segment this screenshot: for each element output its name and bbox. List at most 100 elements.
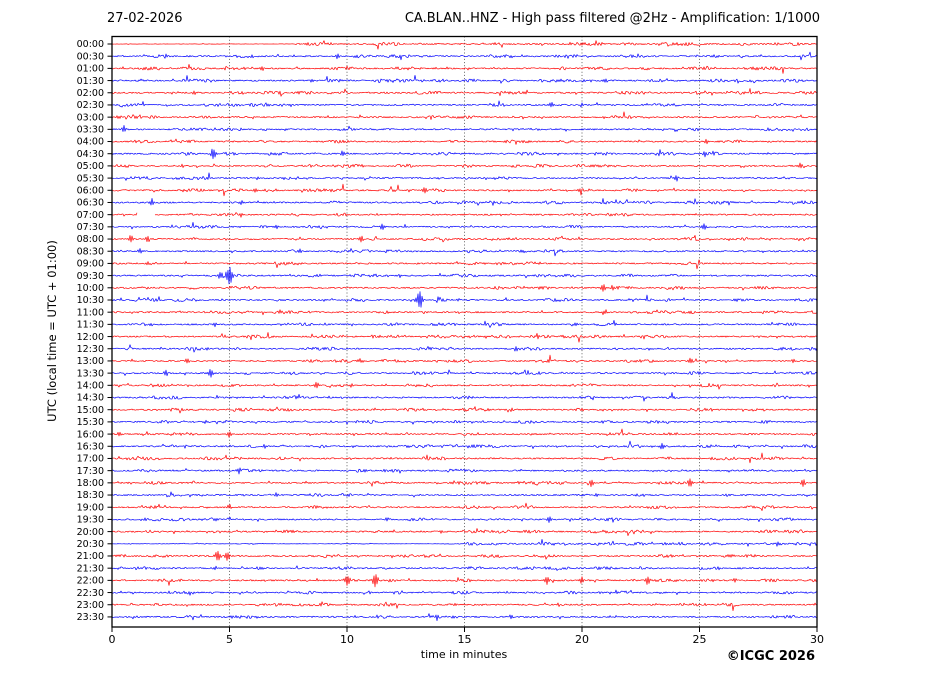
trace-row-11:30 xyxy=(111,319,818,328)
y-tick-label: 05:00 xyxy=(77,161,104,172)
y-tick-label: 12:00 xyxy=(77,332,104,343)
chart-title: CA.BLAN..HNZ - High pass filtered @2Hz -… xyxy=(404,11,820,26)
y-tick-label: 06:30 xyxy=(77,198,104,209)
y-tick-label: 11:00 xyxy=(77,307,104,318)
trace-row-19:30 xyxy=(111,516,818,523)
y-tick-label: 17:00 xyxy=(77,454,104,465)
trace-row-00:30 xyxy=(111,51,818,61)
trace-row-17:30 xyxy=(111,467,818,475)
x-tick-label: 15 xyxy=(458,633,472,646)
trace-row-05:30 xyxy=(111,172,818,182)
trace-row-23:30 xyxy=(111,613,818,622)
y-tick-label: 20:00 xyxy=(77,527,104,538)
trace-row-16:30 xyxy=(111,440,818,450)
trace-row-09:30 xyxy=(111,266,818,285)
trace-row-08:00 xyxy=(111,235,818,243)
trace-row-09:00 xyxy=(111,259,818,270)
y-tick-label: 15:30 xyxy=(77,417,104,428)
trace-row-04:30 xyxy=(111,148,818,160)
trace-row-12:30 xyxy=(111,344,818,353)
trace-row-02:30 xyxy=(111,100,818,108)
x-tick-label: 10 xyxy=(340,633,354,646)
y-tick-label: 10:30 xyxy=(77,295,104,306)
y-tick-label: 20:30 xyxy=(77,539,104,550)
trace-row-06:00 xyxy=(111,183,818,197)
trace-row-10:30 xyxy=(111,291,818,308)
trace-row-21:30 xyxy=(111,565,818,571)
x-tick-label: 30 xyxy=(810,633,824,646)
y-tick-label: 03:00 xyxy=(77,112,104,123)
y-tick-label: 13:30 xyxy=(77,368,104,379)
trace-row-16:00 xyxy=(111,428,818,438)
y-tick-label: 01:30 xyxy=(77,76,104,87)
x-axis-label: time in minutes xyxy=(420,648,508,661)
trace-row-22:30 xyxy=(111,589,818,596)
y-tick-label: 17:30 xyxy=(77,466,104,477)
y-tick-label: 09:00 xyxy=(77,259,104,270)
y-tick-label: 06:00 xyxy=(77,185,104,196)
x-tick-label: 25 xyxy=(693,633,707,646)
copyright-label: ©ICGC 2026 xyxy=(726,649,815,664)
y-tick-label: 19:30 xyxy=(77,515,104,526)
y-tick-label: 16:30 xyxy=(77,441,104,452)
trace-row-11:00 xyxy=(111,309,818,316)
trace-row-15:30 xyxy=(111,419,818,425)
trace-row-01:30 xyxy=(111,74,818,84)
trace-row-10:00 xyxy=(111,284,818,292)
y-tick-label: 07:00 xyxy=(77,210,104,221)
y-tick-label: 08:30 xyxy=(77,246,104,257)
y-tick-label: 02:00 xyxy=(77,88,104,99)
trace-row-12:00 xyxy=(111,332,818,343)
y-tick-label: 03:30 xyxy=(77,125,104,136)
trace-row-15:00 xyxy=(111,406,818,414)
y-tick-label: 21:00 xyxy=(77,551,104,562)
trace-row-01:00 xyxy=(111,64,818,74)
trace-row-00:00 xyxy=(111,40,818,50)
trace-row-17:00 xyxy=(111,452,817,464)
y-axis-label: UTC (local time = UTC + 01:00) xyxy=(45,240,59,422)
y-tick-label: 04:30 xyxy=(77,149,104,160)
trace-row-18:00 xyxy=(111,478,818,488)
y-tick-label: 05:30 xyxy=(77,173,104,184)
y-tick-label: 07:30 xyxy=(77,222,104,233)
y-tick-label: 23:30 xyxy=(77,612,104,623)
y-tick-label: 08:00 xyxy=(77,234,104,245)
date-label: 27-02-2026 xyxy=(107,11,183,26)
y-tick-label: 21:30 xyxy=(77,563,104,574)
y-tick-label: 22:30 xyxy=(77,588,104,599)
y-tick-label: 00:30 xyxy=(77,51,104,62)
trace-row-14:30 xyxy=(111,392,818,402)
y-tick-label: 04:00 xyxy=(77,137,104,148)
trace-row-06:30 xyxy=(111,198,818,206)
y-tick-label: 09:30 xyxy=(77,271,104,282)
trace-row-22:00 xyxy=(111,574,818,588)
trace-row-23:00 xyxy=(111,601,818,612)
trace-row-08:30 xyxy=(111,248,818,257)
trace-row-03:00 xyxy=(111,111,818,120)
x-tick-label: 20 xyxy=(575,633,589,646)
trace-row-07:00 xyxy=(111,212,818,218)
y-tick-label: 15:00 xyxy=(77,405,104,416)
trace-row-07:30 xyxy=(111,221,818,230)
trace-row-13:00 xyxy=(112,354,818,364)
trace-row-13:30 xyxy=(111,369,818,378)
y-tick-label: 00:00 xyxy=(77,39,104,50)
x-tick-label: 0 xyxy=(109,633,116,646)
y-tick-label: 16:00 xyxy=(77,429,104,440)
trace-row-20:00 xyxy=(111,528,818,537)
y-tick-label: 22:00 xyxy=(77,576,104,587)
y-tick-label: 10:00 xyxy=(77,283,104,294)
y-tick-label: 01:00 xyxy=(77,64,104,75)
y-tick-label: 14:30 xyxy=(77,393,104,404)
trace-row-18:30 xyxy=(111,491,818,498)
y-tick-label: 14:00 xyxy=(77,381,104,392)
x-tick-label: 5 xyxy=(226,633,233,646)
y-tick-label: 19:00 xyxy=(77,502,104,513)
trace-row-14:00 xyxy=(111,381,818,390)
y-tick-label: 18:00 xyxy=(77,478,104,489)
y-tick-label: 11:30 xyxy=(77,320,104,331)
trace-row-03:30 xyxy=(111,125,818,132)
trace-row-20:30 xyxy=(111,539,818,547)
